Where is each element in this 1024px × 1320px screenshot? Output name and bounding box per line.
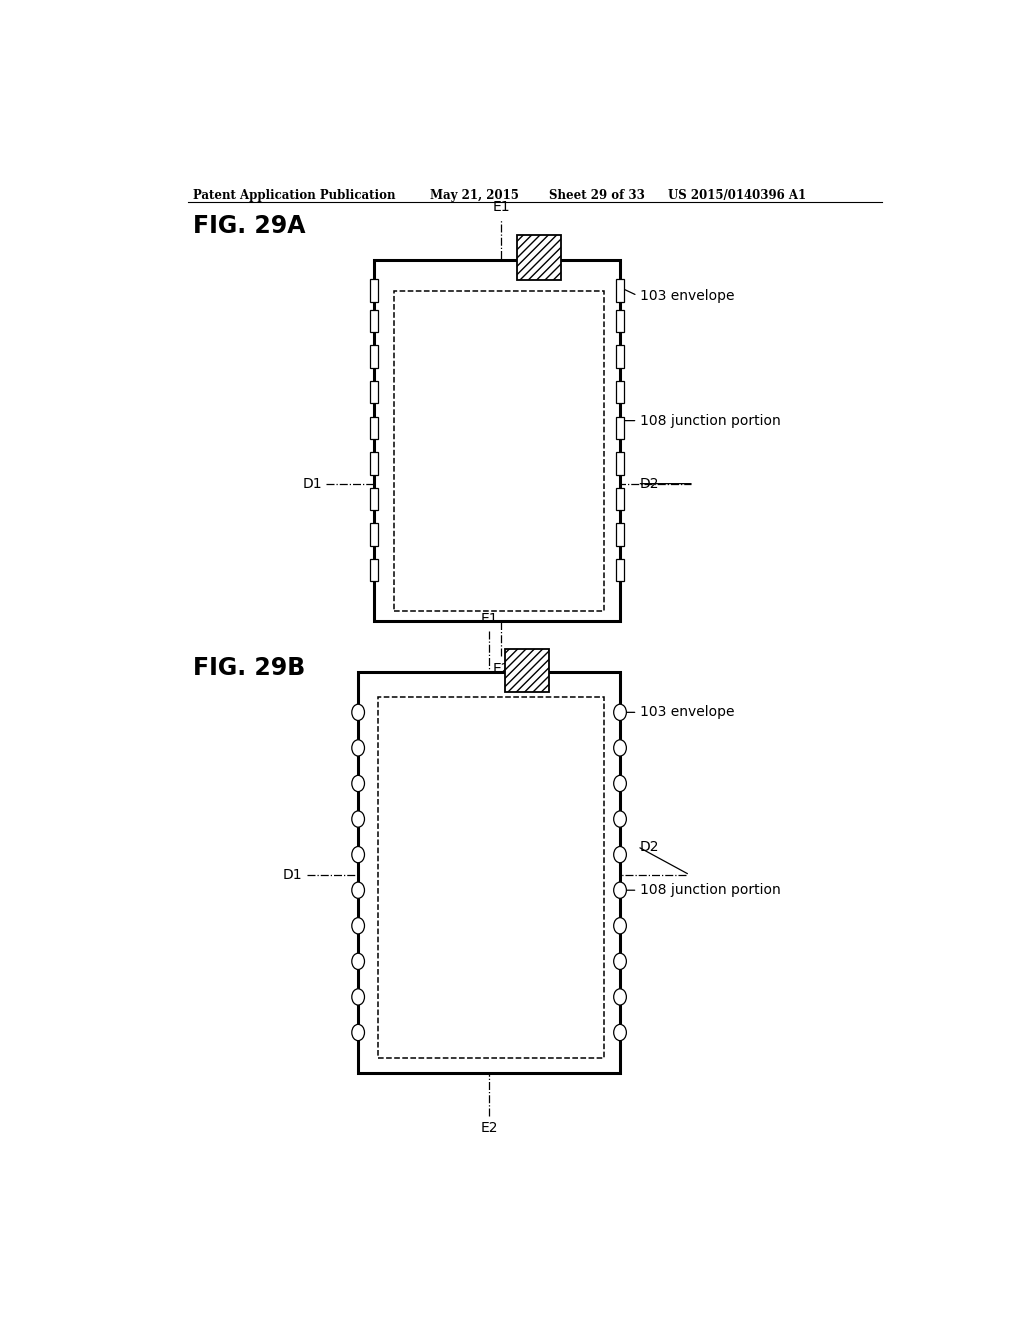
Circle shape: [613, 810, 627, 828]
Bar: [616, 417, 624, 440]
Bar: [616, 558, 624, 581]
Bar: [616, 487, 624, 510]
Circle shape: [352, 989, 365, 1005]
Bar: [394, 290, 604, 611]
Bar: [370, 310, 378, 333]
Text: E1: E1: [480, 612, 498, 626]
Bar: [370, 453, 378, 474]
Bar: [370, 280, 378, 302]
Circle shape: [613, 1024, 627, 1040]
Circle shape: [613, 704, 627, 721]
Text: D2: D2: [640, 840, 659, 854]
Text: E2: E2: [480, 1121, 498, 1135]
Bar: [616, 346, 624, 368]
Text: Sheet 29 of 33: Sheet 29 of 33: [549, 189, 644, 202]
Circle shape: [613, 953, 627, 969]
Bar: [616, 310, 624, 333]
Bar: [374, 260, 620, 620]
Circle shape: [613, 846, 627, 863]
Text: FIG. 29B: FIG. 29B: [194, 656, 305, 680]
Circle shape: [352, 810, 365, 828]
Text: D1: D1: [283, 869, 303, 882]
Text: E2: E2: [493, 661, 510, 676]
Text: 108 junction portion: 108 junction portion: [640, 413, 780, 428]
Bar: [370, 417, 378, 440]
Circle shape: [352, 775, 365, 792]
Circle shape: [613, 775, 627, 792]
Bar: [370, 487, 378, 510]
Text: US 2015/0140396 A1: US 2015/0140396 A1: [668, 189, 806, 202]
Text: D2: D2: [640, 477, 659, 491]
Text: D1: D1: [303, 477, 323, 491]
Bar: [616, 381, 624, 404]
Bar: [370, 523, 378, 545]
Bar: [370, 558, 378, 581]
Circle shape: [352, 1024, 365, 1040]
Bar: [370, 346, 378, 368]
Circle shape: [352, 953, 365, 969]
Circle shape: [613, 917, 627, 935]
Circle shape: [352, 882, 365, 899]
Circle shape: [352, 704, 365, 721]
Bar: [517, 235, 560, 280]
Bar: [370, 381, 378, 404]
Text: 103 envelope: 103 envelope: [640, 289, 734, 302]
Bar: [616, 523, 624, 545]
Text: E1: E1: [493, 201, 510, 214]
Circle shape: [613, 989, 627, 1005]
Text: May 21, 2015: May 21, 2015: [430, 189, 518, 202]
Circle shape: [352, 739, 365, 756]
Text: 103 envelope: 103 envelope: [640, 705, 734, 719]
Text: Patent Application Publication: Patent Application Publication: [194, 189, 395, 202]
Bar: [378, 697, 604, 1057]
Bar: [616, 453, 624, 474]
Circle shape: [352, 917, 365, 935]
Circle shape: [613, 739, 627, 756]
Text: FIG. 29A: FIG. 29A: [194, 214, 305, 239]
Bar: [616, 280, 624, 302]
Circle shape: [613, 882, 627, 899]
Circle shape: [352, 846, 365, 863]
Text: 108 junction portion: 108 junction portion: [640, 883, 780, 898]
Bar: [358, 672, 621, 1073]
Bar: [505, 649, 549, 692]
